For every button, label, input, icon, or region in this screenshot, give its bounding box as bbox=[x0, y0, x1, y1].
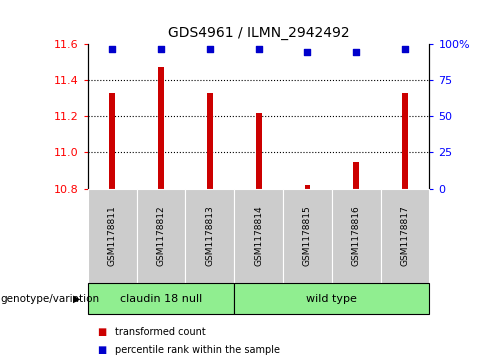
Point bbox=[304, 49, 311, 55]
Bar bbox=[256, 113, 262, 189]
Title: GDS4961 / ILMN_2942492: GDS4961 / ILMN_2942492 bbox=[168, 26, 349, 40]
Text: GSM1178812: GSM1178812 bbox=[157, 205, 165, 266]
Text: GSM1178815: GSM1178815 bbox=[303, 205, 312, 266]
Bar bbox=[158, 67, 164, 189]
Text: percentile rank within the sample: percentile rank within the sample bbox=[115, 345, 280, 355]
Text: ■: ■ bbox=[98, 345, 107, 355]
Point bbox=[352, 49, 360, 55]
Text: GSM1178811: GSM1178811 bbox=[108, 205, 117, 266]
Point bbox=[401, 46, 409, 52]
Text: GSM1178814: GSM1178814 bbox=[254, 205, 263, 266]
Bar bbox=[402, 93, 408, 189]
Text: GSM1178813: GSM1178813 bbox=[205, 205, 214, 266]
Point bbox=[206, 46, 214, 52]
Bar bbox=[207, 93, 213, 189]
Text: GSM1178816: GSM1178816 bbox=[352, 205, 361, 266]
Bar bbox=[353, 162, 359, 189]
Bar bbox=[305, 185, 310, 189]
Text: GSM1178817: GSM1178817 bbox=[401, 205, 409, 266]
Point bbox=[255, 46, 263, 52]
Text: ■: ■ bbox=[98, 327, 107, 337]
Text: genotype/variation: genotype/variation bbox=[0, 294, 99, 303]
Text: ▶: ▶ bbox=[73, 294, 81, 303]
Point bbox=[108, 46, 116, 52]
Bar bbox=[109, 93, 115, 189]
Point bbox=[157, 46, 165, 52]
Text: wild type: wild type bbox=[306, 294, 357, 303]
Text: transformed count: transformed count bbox=[115, 327, 205, 337]
Text: claudin 18 null: claudin 18 null bbox=[120, 294, 202, 303]
